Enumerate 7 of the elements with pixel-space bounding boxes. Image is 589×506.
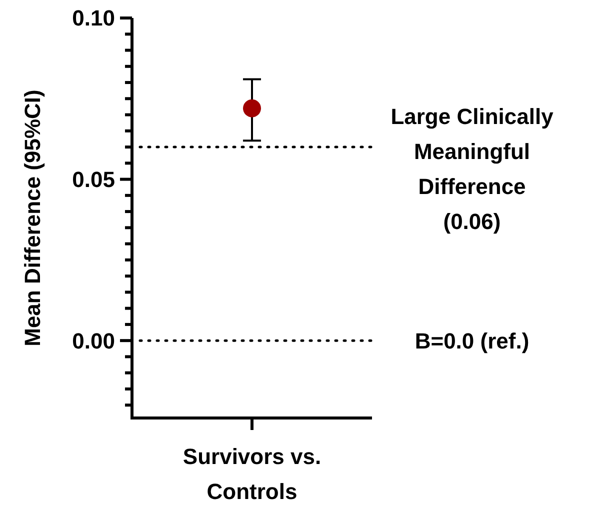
text: 0.00: [72, 328, 115, 354]
y-tick-label: 0.05: [72, 166, 115, 192]
x-tick-label: Survivors vs. Controls: [182, 444, 322, 504]
ref-line-label: Large Clinically Meaningful Difference (0.06): [390, 104, 554, 234]
y-tick-label: 0.10: [72, 6, 115, 31]
y-axis-title: Mean Difference (95%CI): [20, 90, 45, 346]
ref-line-label: B=0.0 (ref.): [414, 328, 530, 354]
